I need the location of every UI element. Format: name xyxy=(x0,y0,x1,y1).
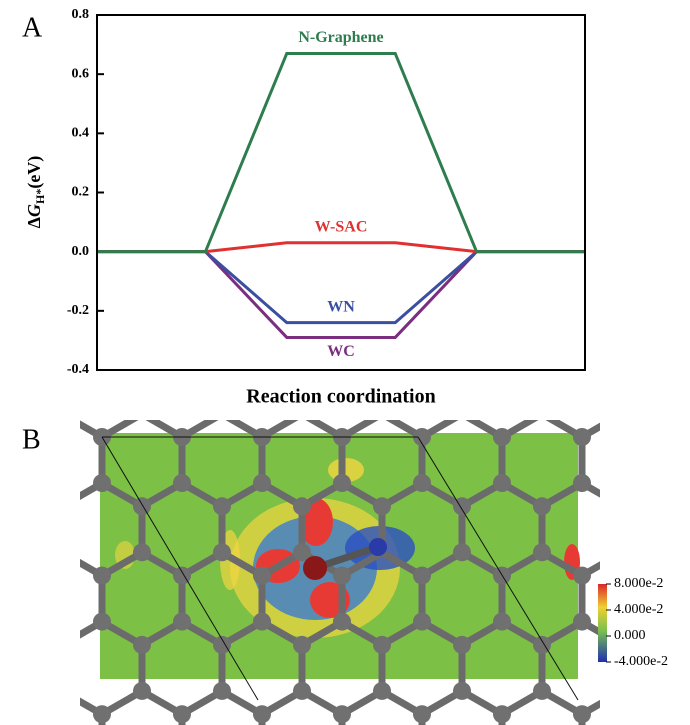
carbon-atom xyxy=(93,474,111,492)
y-tick-label: 0.6 xyxy=(72,66,90,81)
tungsten-atom xyxy=(303,556,327,580)
carbon-atom xyxy=(253,474,271,492)
x-axis-label: Reaction coordination xyxy=(246,386,435,408)
colorbar-tick-label: 0.000 xyxy=(614,628,646,643)
carbon-atom xyxy=(213,543,231,561)
carbon-atom xyxy=(453,543,471,561)
y-tick-label: 0.8 xyxy=(72,7,90,22)
carbon-atom xyxy=(493,474,511,492)
carbon-atom xyxy=(253,567,271,585)
carbon-atom xyxy=(133,682,151,700)
carbon-atom xyxy=(173,705,191,723)
carbon-atom xyxy=(333,567,351,585)
carbon-atom xyxy=(373,636,391,654)
carbon-atom xyxy=(453,497,471,515)
y-axis-label: ΔGH*(eV) xyxy=(24,156,47,229)
panel-label: B xyxy=(22,424,41,455)
carbon-atom xyxy=(453,636,471,654)
carbon-atom xyxy=(93,567,111,585)
carbon-atom xyxy=(493,428,511,446)
carbon-atom xyxy=(413,567,431,585)
y-tick-label: -0.4 xyxy=(67,362,89,377)
panel-label: A xyxy=(22,12,43,43)
y-tick-label: 0.0 xyxy=(72,244,90,259)
carbon-atom xyxy=(93,613,111,631)
carbon-atom xyxy=(533,682,551,700)
series-line xyxy=(97,252,585,338)
carbon-atom xyxy=(413,613,431,631)
carbon-atom xyxy=(213,682,231,700)
y-tick-label: 0.2 xyxy=(72,185,90,200)
carbon-atom xyxy=(133,497,151,515)
y-tick-label: -0.2 xyxy=(67,303,89,318)
carbon-atom xyxy=(213,497,231,515)
colorbar-tick-label: -4.000e-2 xyxy=(614,654,668,669)
carbon-atom xyxy=(573,613,591,631)
carbon-atom xyxy=(293,636,311,654)
carbon-atom xyxy=(573,567,591,585)
carbon-atom xyxy=(493,613,511,631)
carbon-atom xyxy=(533,497,551,515)
carbon-atom xyxy=(453,682,471,700)
carbon-atom xyxy=(493,705,511,723)
carbon-atom xyxy=(373,497,391,515)
series-label: WN xyxy=(327,298,355,315)
carbon-atom xyxy=(253,613,271,631)
colorbar xyxy=(598,584,607,662)
carbon-atom xyxy=(573,428,591,446)
carbon-atom xyxy=(573,474,591,492)
charge-density-image xyxy=(62,414,622,725)
nitrogen-atom xyxy=(369,538,387,556)
series-label: N-Graphene xyxy=(298,29,383,46)
carbon-atom xyxy=(93,705,111,723)
plot-frame xyxy=(97,15,585,370)
colorbar-tick-label: 4.000e-2 xyxy=(614,602,663,617)
carbon-atom xyxy=(253,705,271,723)
carbon-atom xyxy=(333,613,351,631)
carbon-atom xyxy=(573,705,591,723)
carbon-atom xyxy=(133,636,151,654)
series-label: WC xyxy=(327,343,355,360)
y-tick-label: 0.4 xyxy=(72,126,90,141)
carbon-atom xyxy=(173,613,191,631)
carbon-atom xyxy=(533,543,551,561)
carbon-atom xyxy=(293,497,311,515)
carbon-atom xyxy=(133,543,151,561)
carbon-atom xyxy=(333,705,351,723)
carbon-atom xyxy=(373,682,391,700)
carbon-atom xyxy=(413,474,431,492)
colorbar-tick-label: 8.000e-2 xyxy=(614,576,663,591)
series-label: W-SAC xyxy=(315,218,368,235)
carbon-atom xyxy=(173,474,191,492)
carbon-atom xyxy=(413,705,431,723)
carbon-atom xyxy=(333,474,351,492)
carbon-atom xyxy=(293,682,311,700)
figure: A B ΔGH*(eV) Reaction coordination 8.000… xyxy=(0,0,690,725)
